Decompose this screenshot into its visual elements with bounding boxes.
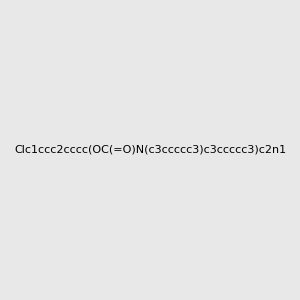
- Text: Clc1ccc2cccc(OC(=O)N(c3ccccc3)c3ccccc3)c2n1: Clc1ccc2cccc(OC(=O)N(c3ccccc3)c3ccccc3)c…: [14, 145, 286, 155]
